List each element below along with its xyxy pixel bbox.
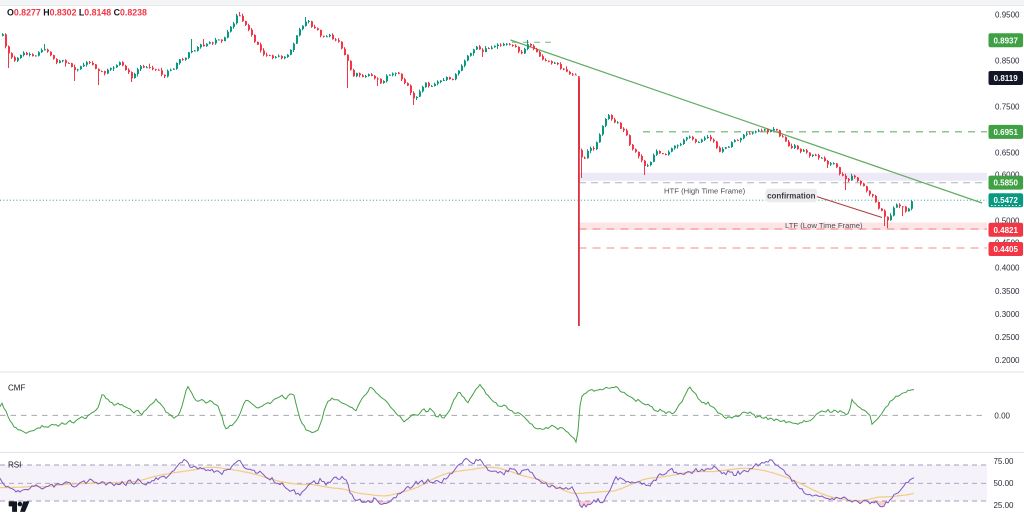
svg-text:0.6000: 0.6000	[995, 170, 1020, 179]
svg-text:RSI: RSI	[8, 461, 21, 470]
svg-text:0.6951: 0.6951	[993, 128, 1018, 137]
svg-text:0.00: 0.00	[994, 411, 1010, 420]
svg-text:0.7500: 0.7500	[995, 103, 1020, 112]
svg-text:0.3000: 0.3000	[995, 310, 1020, 319]
svg-text:0.4405: 0.4405	[993, 245, 1018, 254]
svg-text:25.00: 25.00	[993, 501, 1014, 510]
svg-text:0.4000: 0.4000	[995, 264, 1020, 273]
svg-text:0.2500: 0.2500	[995, 333, 1020, 342]
svg-text:0.6500: 0.6500	[995, 149, 1020, 158]
svg-text:0.8937: 0.8937	[993, 36, 1018, 45]
svg-text:0.8500: 0.8500	[995, 56, 1020, 65]
svg-text:0.4821: 0.4821	[993, 226, 1018, 235]
svg-text:0.9500: 0.9500	[995, 10, 1020, 19]
svg-text:confirmation: confirmation	[767, 191, 816, 200]
svg-text:LTF (Low Time Frame): LTF (Low Time Frame)	[785, 221, 863, 230]
svg-text:0.3500: 0.3500	[995, 287, 1020, 296]
svg-text:CMF: CMF	[8, 384, 25, 393]
svg-text:HTF (High Time Frame): HTF (High Time Frame)	[664, 186, 746, 195]
svg-text:0.5472: 0.5472	[993, 196, 1018, 205]
svg-text:75.00: 75.00	[993, 457, 1014, 466]
svg-text:0.5850: 0.5850	[993, 179, 1018, 188]
svg-text:O0.8277 H0.8302 L0.8148 C0.823: O0.8277 H0.8302 L0.8148 C0.8238	[7, 8, 147, 18]
svg-text:50.00: 50.00	[993, 479, 1014, 488]
svg-text:0.8119: 0.8119	[994, 74, 1019, 83]
svg-text:0.2000: 0.2000	[995, 356, 1020, 365]
svg-text:0.5000: 0.5000	[995, 216, 1020, 225]
